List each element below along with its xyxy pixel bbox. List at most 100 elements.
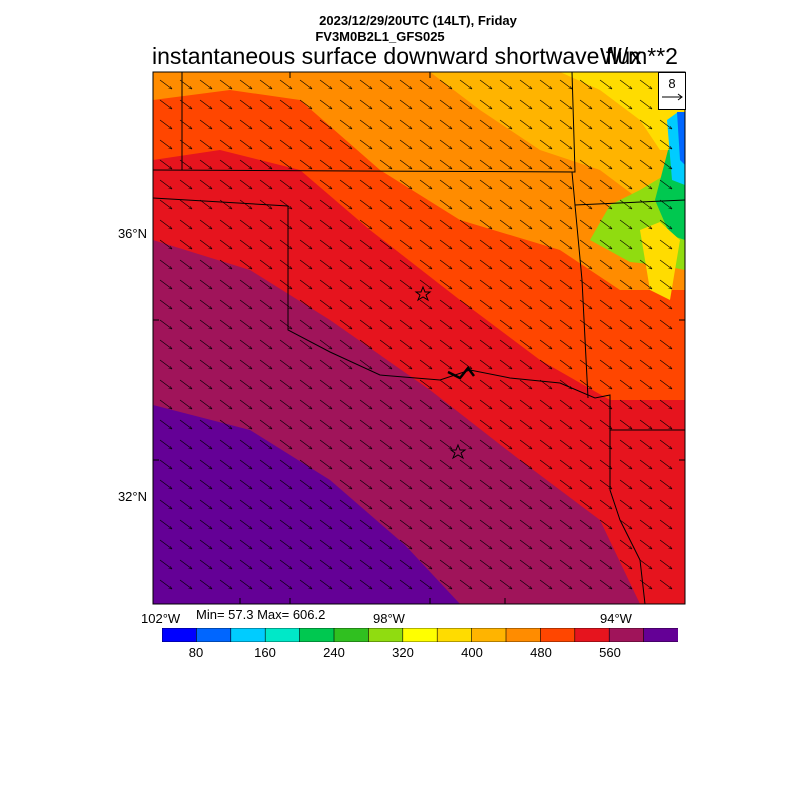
wind-arrow-icon	[239, 119, 252, 129]
wind-arrow-icon	[599, 159, 612, 169]
wind-arrow-icon	[619, 199, 632, 209]
shaded-field	[153, 72, 685, 604]
wind-arrow-icon	[599, 579, 612, 589]
wind-arrow-icon	[379, 499, 392, 509]
wind-arrow-icon	[499, 279, 512, 289]
wind-arrow-icon	[339, 79, 352, 89]
wind-arrow-icon	[619, 319, 632, 329]
wind-arrow-icon	[279, 139, 292, 149]
wind-arrow-icon	[179, 319, 192, 329]
wind-arrow-icon	[259, 559, 272, 569]
wind-arrow-icon	[499, 79, 512, 89]
wind-arrow-icon	[419, 159, 432, 169]
colorbar-label-560: 560	[599, 645, 621, 660]
wind-arrow-icon	[519, 519, 532, 529]
wind-arrow-icon	[239, 179, 252, 189]
wind-arrow-icon	[519, 299, 532, 309]
grid-ticks	[153, 72, 685, 604]
wind-arrow-icon	[319, 79, 332, 89]
wind-arrow-icon	[659, 279, 672, 289]
wind-arrow-icon	[459, 319, 472, 329]
wind-arrow-icon	[339, 439, 352, 449]
wind-arrow-icon	[619, 79, 632, 89]
wind-arrow-icon	[439, 299, 452, 309]
wind-arrow-icon	[519, 219, 532, 229]
wind-arrow-icon	[459, 259, 472, 269]
wind-arrow-icon	[319, 119, 332, 129]
field-title: instantaneous surface downward shortwave…	[152, 43, 642, 69]
wind-arrow-icon	[359, 459, 372, 469]
wind-arrow-icon	[399, 359, 412, 369]
wind-arrow-icon	[199, 519, 212, 529]
wind-arrow-icon	[619, 459, 632, 469]
wind-arrow-icon	[239, 379, 252, 389]
wind-arrow-icon	[279, 219, 292, 229]
wind-arrow-icon	[599, 299, 612, 309]
wind-arrow-icon	[559, 119, 572, 129]
wind-arrow-icon	[299, 359, 312, 369]
wind-arrow-icon	[339, 239, 352, 249]
wind-arrow-icon	[159, 559, 172, 569]
wind-arrow-icon	[179, 579, 192, 589]
wind-arrow-icon	[579, 259, 592, 269]
wind-arrow-icon	[599, 319, 612, 329]
wind-arrow-icon	[299, 179, 312, 189]
wind-arrow-icon	[219, 379, 232, 389]
colorbar-swatch	[540, 628, 576, 642]
wind-arrow-icon	[519, 439, 532, 449]
wind-arrow-icon	[199, 439, 212, 449]
wind-arrow-icon	[619, 159, 632, 169]
wind-arrow-icon	[639, 99, 652, 109]
wind-arrow-icon	[559, 399, 572, 409]
wind-arrow-icon	[199, 479, 212, 489]
wind-arrow-icon	[319, 259, 332, 269]
wind-arrow-icon	[159, 299, 172, 309]
wind-arrow-icon	[219, 499, 232, 509]
wind-arrow-icon	[519, 199, 532, 209]
wind-arrow-icon	[359, 559, 372, 569]
wind-arrow-icon	[359, 519, 372, 529]
wind-arrow-icon	[399, 519, 412, 529]
wind-arrow-icon	[499, 139, 512, 149]
wind-arrow-icon	[599, 219, 612, 229]
wind-arrow-icon	[499, 339, 512, 349]
wind-arrow-icon	[499, 419, 512, 429]
wind-arrow-icon	[259, 459, 272, 469]
wind-arrow-icon	[499, 499, 512, 509]
wind-arrow-icon	[459, 279, 472, 289]
wind-arrow-icon	[359, 499, 372, 509]
wind-arrow-icon	[499, 579, 512, 589]
wind-arrow-icon	[279, 319, 292, 329]
wind-arrow-icon	[319, 459, 332, 469]
wind-arrow-icon	[199, 419, 212, 429]
wind-arrow-icon	[579, 479, 592, 489]
wind-arrow-icon	[659, 579, 672, 589]
wind-arrow-icon	[439, 99, 452, 109]
wind-arrow-icon	[299, 419, 312, 429]
wind-arrow-icon	[619, 119, 632, 129]
wind-arrow-icon	[159, 79, 172, 89]
wind-arrow-icon	[519, 499, 532, 509]
wind-arrow-icon	[539, 419, 552, 429]
wind-arrow-icon	[559, 499, 572, 509]
wind-arrow-icon	[339, 99, 352, 109]
wind-arrow-icon	[339, 219, 352, 229]
wind-arrow-icon	[619, 399, 632, 409]
wind-arrow-icon	[599, 379, 612, 389]
wind-arrow-icon	[159, 439, 172, 449]
wind-arrow-icon	[539, 479, 552, 489]
wind-arrow-icon	[439, 419, 452, 429]
wind-arrow-icon	[439, 359, 452, 369]
wind-arrow-icon	[179, 439, 192, 449]
wind-arrow-icon	[419, 579, 432, 589]
wind-arrow-icon	[239, 259, 252, 269]
wind-arrow-icon	[339, 259, 352, 269]
wind-arrow-icon	[359, 119, 372, 129]
wind-arrow-icon	[419, 99, 432, 109]
wind-arrow-icon	[159, 479, 172, 489]
wind-arrow-icon	[339, 519, 352, 529]
wind-arrow-icon	[599, 179, 612, 189]
wind-arrow-icon	[339, 399, 352, 409]
wind-arrow-icon	[359, 199, 372, 209]
wind-arrow-icon	[559, 459, 572, 469]
